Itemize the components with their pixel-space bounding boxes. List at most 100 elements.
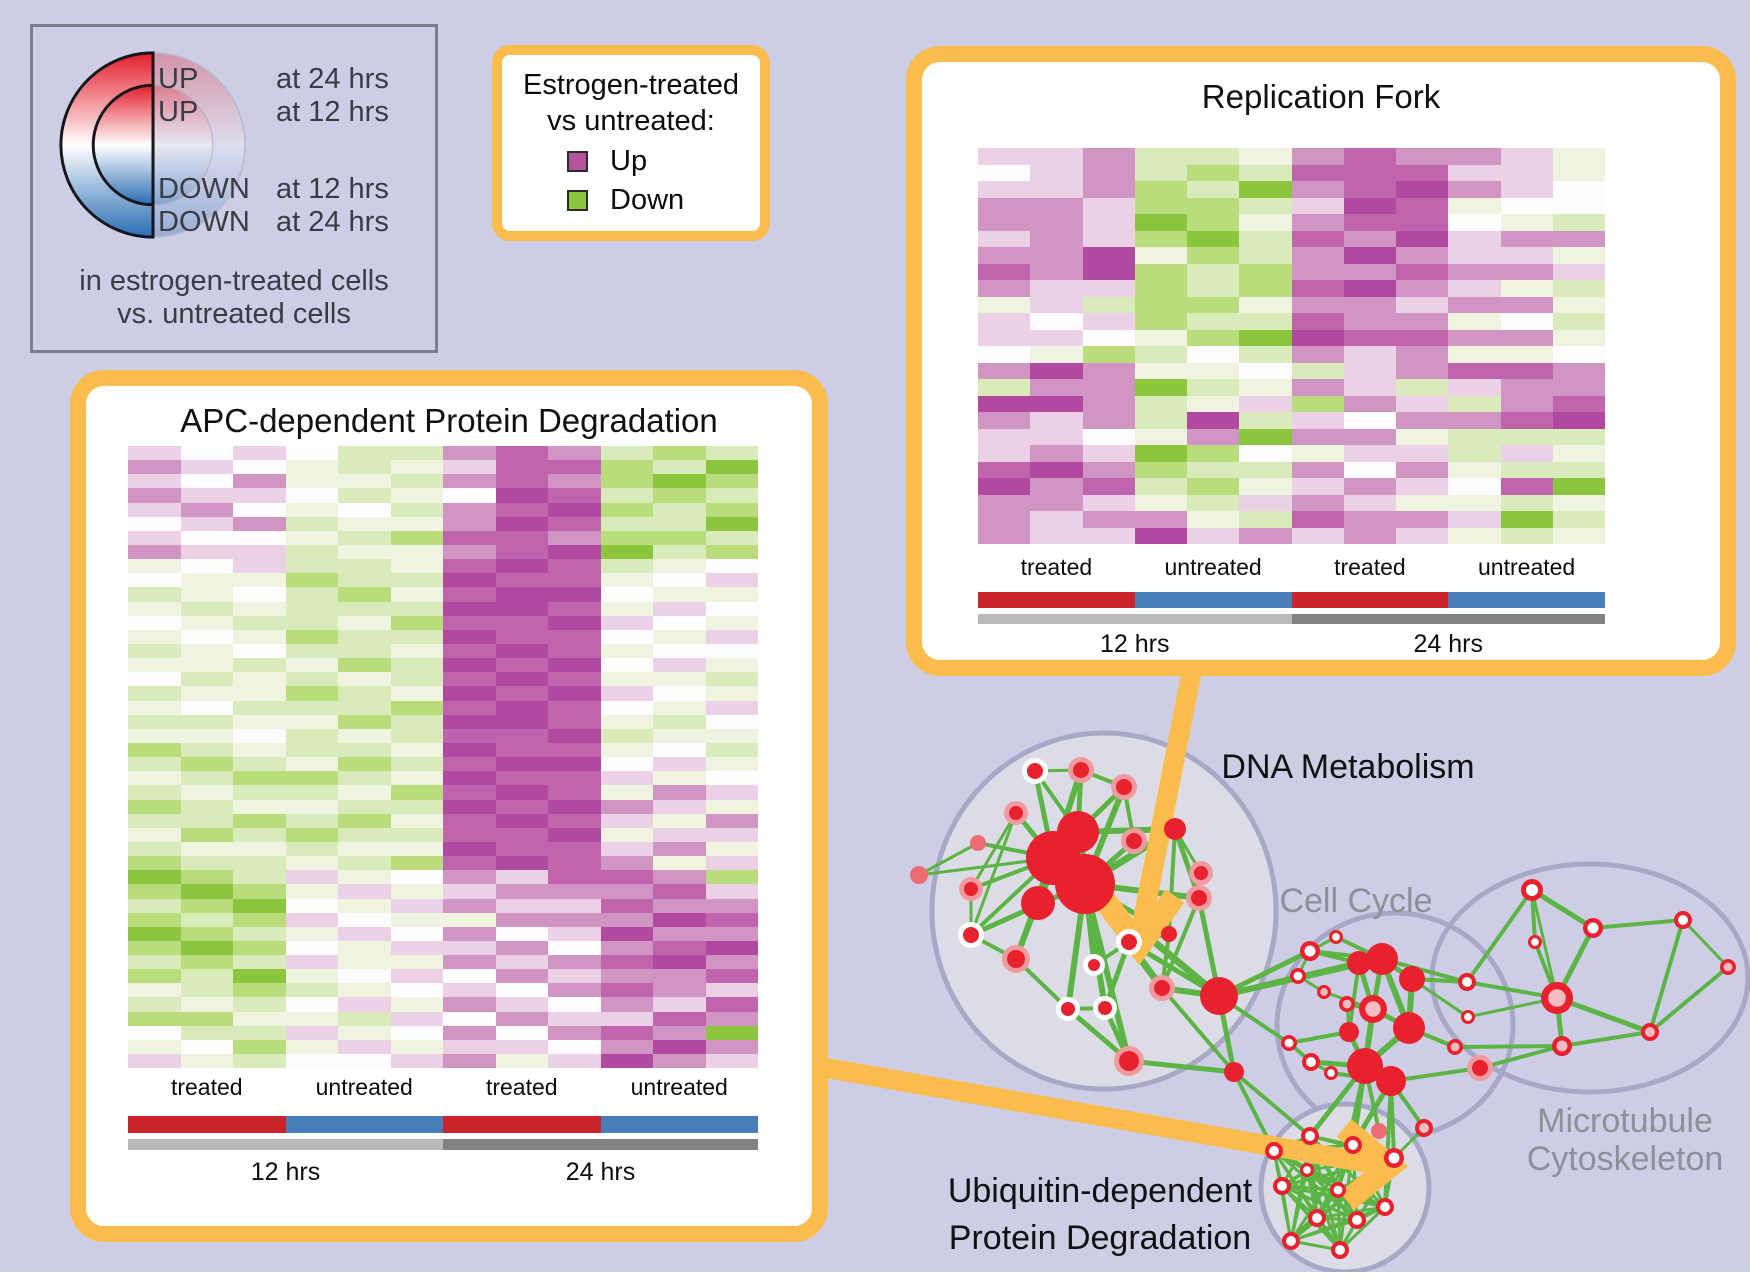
heatmap-cell: [1343, 263, 1396, 280]
heatmap-cell: [285, 757, 338, 772]
network-node: [1161, 926, 1177, 942]
network-node-center: [1286, 1236, 1296, 1246]
heatmap-cell: [653, 757, 706, 772]
heatmap-cell: [1396, 379, 1449, 396]
heatmap-cell: [495, 1025, 548, 1040]
concentric-ring-scale-icon: [59, 51, 246, 239]
heatmap-cell: [978, 428, 1031, 445]
heatmap-cell: [1082, 511, 1135, 528]
heatmap-cell: [1291, 280, 1344, 297]
network-node: [1339, 1022, 1359, 1042]
heatmap-cell: [1343, 197, 1396, 214]
heatmap-cell: [1187, 346, 1240, 363]
heatmap-cell: [390, 530, 443, 545]
heatmap-cell: [1134, 230, 1187, 247]
down-color-swatch: [567, 190, 588, 211]
heatmap-cell: [1552, 527, 1605, 544]
heatmap-cell: [338, 728, 391, 743]
heatmap-cell: [495, 643, 548, 659]
scale-row-up-24: UP at 24 hrs: [158, 63, 389, 96]
heatmap-cell: [495, 757, 548, 772]
heatmap-cell: [1500, 379, 1553, 396]
cluster-label-mt: Cytoskeleton: [1527, 1140, 1724, 1178]
heatmap-cell: [1239, 445, 1292, 462]
heatmap-cell: [338, 785, 391, 800]
heatmap-cell: [705, 446, 758, 461]
heatmap-cell: [285, 601, 338, 616]
heatmap-cell: [390, 559, 443, 574]
heatmap-cell: [1030, 445, 1083, 462]
heatmap-cell: [1187, 181, 1240, 198]
heatmap-cell: [1448, 280, 1501, 297]
treatment-color-bar: [1448, 592, 1605, 608]
heatmap-cell: [1500, 445, 1553, 462]
rf-group-labels: treated untreated treated untreated: [978, 554, 1605, 581]
heatmap-cell: [1396, 296, 1449, 313]
heatmap-cell: [1500, 527, 1553, 544]
heatmap-cell: [653, 658, 706, 673]
heatmap-cell: [285, 785, 338, 800]
heatmap-cell: [653, 870, 706, 885]
heatmap-cell: [1396, 313, 1449, 330]
heatmap-cell: [1030, 478, 1083, 495]
heatmap-cell: [495, 799, 548, 814]
heatmap-cell: [1291, 346, 1344, 363]
heatmap-row: [128, 544, 758, 560]
heatmap-cell: [1187, 164, 1240, 181]
heatmap-cell: [495, 841, 548, 857]
heatmap-cell: [128, 1054, 181, 1069]
heatmap-cell: [1030, 412, 1083, 429]
scale-time: at 12 hrs: [276, 173, 389, 205]
heatmap-cell: [653, 742, 706, 758]
heatmap-cell: [548, 714, 601, 729]
heatmap-cell: [1082, 164, 1135, 181]
heatmap-cell: [285, 615, 338, 630]
heatmap-cell: [1448, 395, 1501, 412]
heatmap-cell: [285, 530, 338, 545]
heatmap-cell: [1448, 511, 1501, 528]
heatmap-cell: [548, 813, 601, 828]
heatmap-cell: [233, 856, 286, 871]
heatmap-cell: [1500, 494, 1553, 511]
network-node: [1371, 1123, 1387, 1139]
network-node-center: [1462, 977, 1472, 987]
heatmap-row: [128, 1039, 758, 1055]
treatment-color-bar: [128, 1116, 286, 1133]
network-node: [1119, 1051, 1139, 1071]
heatmap-cell: [705, 643, 758, 659]
heatmap-row: [978, 280, 1605, 297]
heatmap-cell: [600, 813, 653, 828]
heatmap-cell: [978, 148, 1031, 165]
heatmap-cell: [233, 742, 286, 758]
heatmap-cell: [1500, 214, 1553, 231]
heatmap-cell: [600, 658, 653, 673]
heatmap-cell: [233, 559, 286, 574]
heatmap-cell: [128, 771, 181, 786]
heatmap-cell: [1239, 494, 1292, 511]
network-node-center: [1450, 1042, 1460, 1052]
heatmap-cell: [548, 898, 601, 913]
heatmap-cell: [1082, 148, 1135, 165]
heatmap-cell: [1448, 346, 1501, 363]
heatmap-cell: [653, 969, 706, 984]
time-color-bar: [1291, 614, 1605, 624]
heatmap-cell: [1239, 214, 1292, 231]
treatment-group-label: treated: [1020, 554, 1093, 580]
heatmap-cell: [1500, 511, 1553, 528]
heatmap-cell: [495, 615, 548, 630]
heatmap-cell: [653, 516, 706, 531]
heatmap-cell: [548, 1011, 601, 1026]
heatmap-cell: [653, 997, 706, 1012]
heatmap-cell: [1187, 362, 1240, 379]
heatmap-cell: [548, 799, 601, 814]
heatmap-row: [978, 313, 1605, 330]
heatmap-cell: [1134, 346, 1187, 363]
heatmap-cell: [600, 841, 653, 857]
heatmap-cell: [443, 601, 496, 616]
heatmap-cell: [233, 771, 286, 786]
heatmap-cell: [1134, 263, 1187, 280]
heatmap-cell: [1448, 164, 1501, 181]
heatmap-cell: [1500, 478, 1553, 495]
heatmap-cell: [285, 983, 338, 998]
heatmap-cell: [390, 969, 443, 984]
